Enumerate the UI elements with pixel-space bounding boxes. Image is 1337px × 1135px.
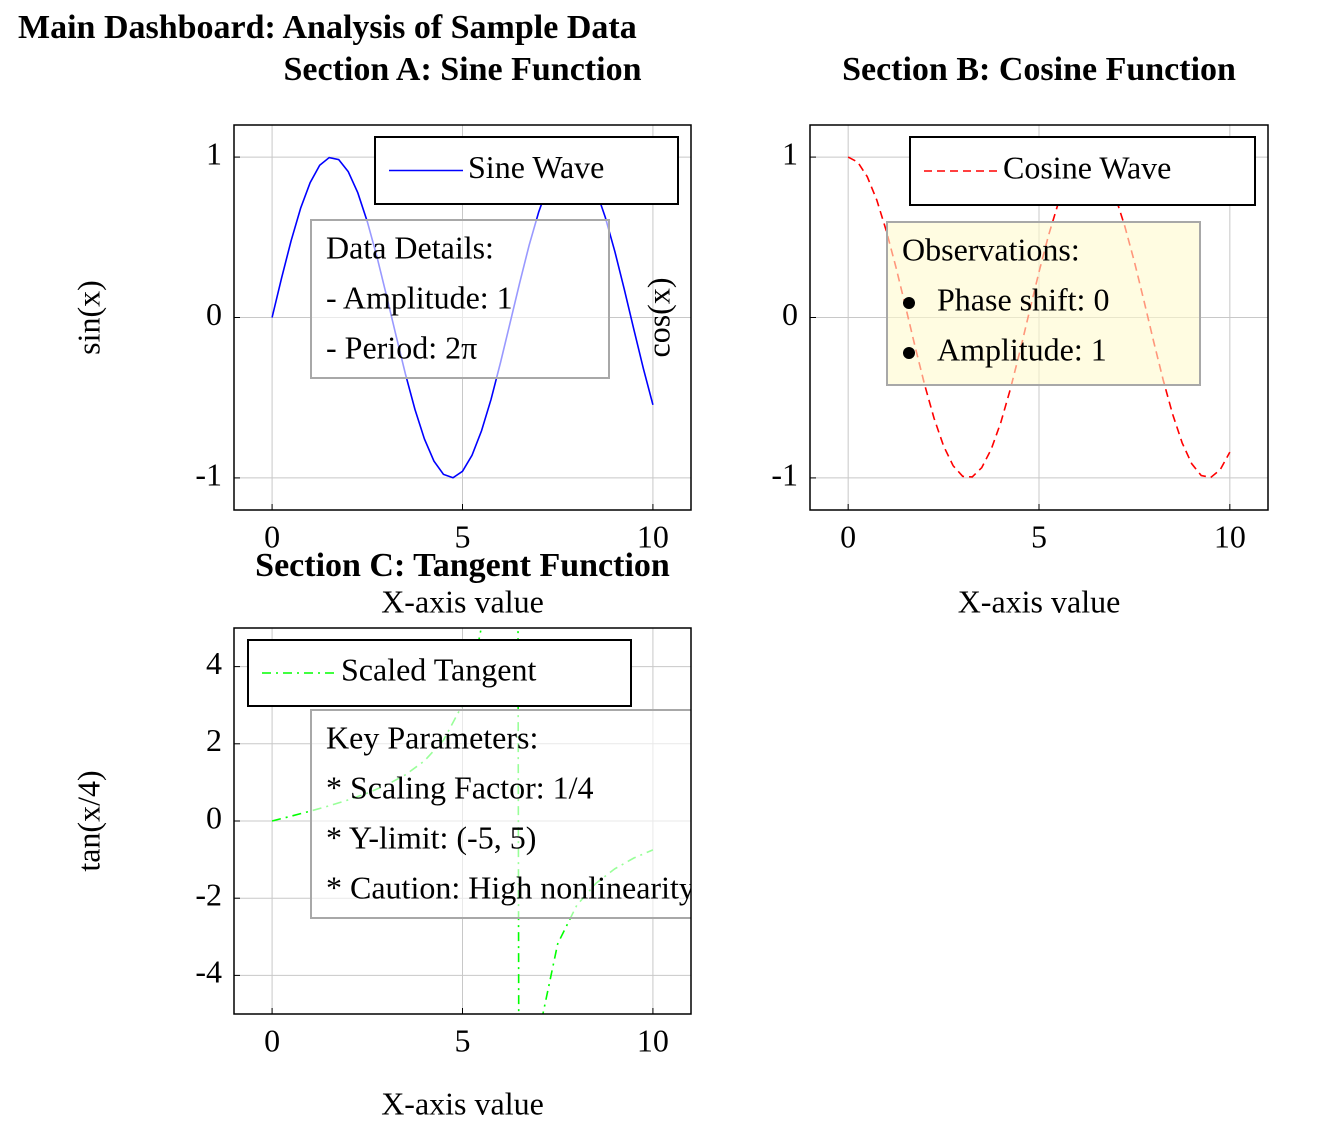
legend-label: Sine Wave	[468, 149, 604, 185]
x-tick-label: 10	[637, 1022, 669, 1058]
x-tick-label: 0	[264, 1022, 280, 1058]
bullet	[903, 347, 915, 359]
y-tick-label: -2	[195, 877, 222, 913]
y-tick-label: -4	[195, 954, 222, 990]
y-tick-label: 4	[206, 645, 222, 681]
axes-frame	[233, 124, 692, 511]
annotation-item: - Period: 2π	[326, 329, 477, 365]
bullet	[903, 297, 915, 309]
x-tick-label: 5	[1031, 518, 1047, 554]
axes-frame	[233, 627, 692, 1015]
y-tick-label: 1	[206, 135, 222, 171]
annotation-box	[310, 219, 610, 379]
annotation-item: Phase shift: 0	[937, 281, 1109, 317]
annotation: Key Parameters: * Scaling Factor: 1/4 * Y-…	[310, 709, 695, 919]
annotation-title: Data Details:	[326, 229, 494, 265]
x-tick-label: 10	[637, 518, 669, 554]
annotation-item: * Scaling Factor: 1/4	[326, 769, 594, 805]
annotation-item: - Amplitude: 1	[326, 279, 513, 315]
x-tick-label: 0	[264, 518, 280, 554]
y-tick-label: -1	[195, 456, 222, 492]
x-axis-label: X-axis value	[381, 1085, 544, 1121]
y-tick-label: 0	[206, 296, 222, 332]
main-title: Main Dashboard: Analysis of Sample Data	[18, 9, 637, 46]
annotation-title: Observations:	[902, 231, 1080, 267]
annotation-title: Key Parameters:	[326, 719, 538, 755]
data-line	[847, 156, 1231, 479]
y-tick-label: 0	[206, 799, 222, 835]
x-tick-label: 0	[840, 518, 856, 554]
subplot-title: Section C: Tangent Function	[255, 547, 670, 584]
annotation-box	[310, 709, 691, 919]
annotation-box	[886, 221, 1201, 386]
legend-label: Cosine Wave	[1003, 149, 1171, 185]
annotation-item: Amplitude: 1	[937, 331, 1107, 367]
y-axis-label: cos(x)	[640, 278, 676, 358]
y-tick-label: 0	[782, 296, 798, 332]
y-tick-label: -1	[771, 456, 798, 492]
plot-area	[847, 156, 1231, 479]
x-axis-label: X-axis value	[958, 583, 1121, 619]
subplot-title: Section B: Cosine Function	[842, 51, 1236, 88]
legend-label: Scaled Tangent	[341, 651, 536, 687]
x-tick-label: 10	[1214, 518, 1246, 554]
annotation-item: * Caution: High nonlinearity	[326, 869, 695, 905]
y-tick-label: 1	[782, 135, 798, 171]
y-axis-label: tan(x/4)	[70, 770, 106, 871]
y-axis-label: sin(x)	[70, 280, 106, 355]
axes-frame	[809, 124, 1269, 511]
annotation: Observations: Phase shift: 0 Amplitude: 1	[886, 221, 1201, 386]
subplot-title: Section A: Sine Function	[284, 51, 642, 88]
x-axis-label: X-axis value	[381, 583, 544, 619]
x-tick-label: 5	[455, 1022, 471, 1058]
x-tick-label: 5	[455, 518, 471, 554]
annotation-item: * Y-limit: (-5, 5)	[326, 819, 536, 855]
annotation: Data Details: - Amplitude: 1 - Period: 2π	[310, 219, 610, 379]
y-tick-label: 2	[206, 722, 222, 758]
